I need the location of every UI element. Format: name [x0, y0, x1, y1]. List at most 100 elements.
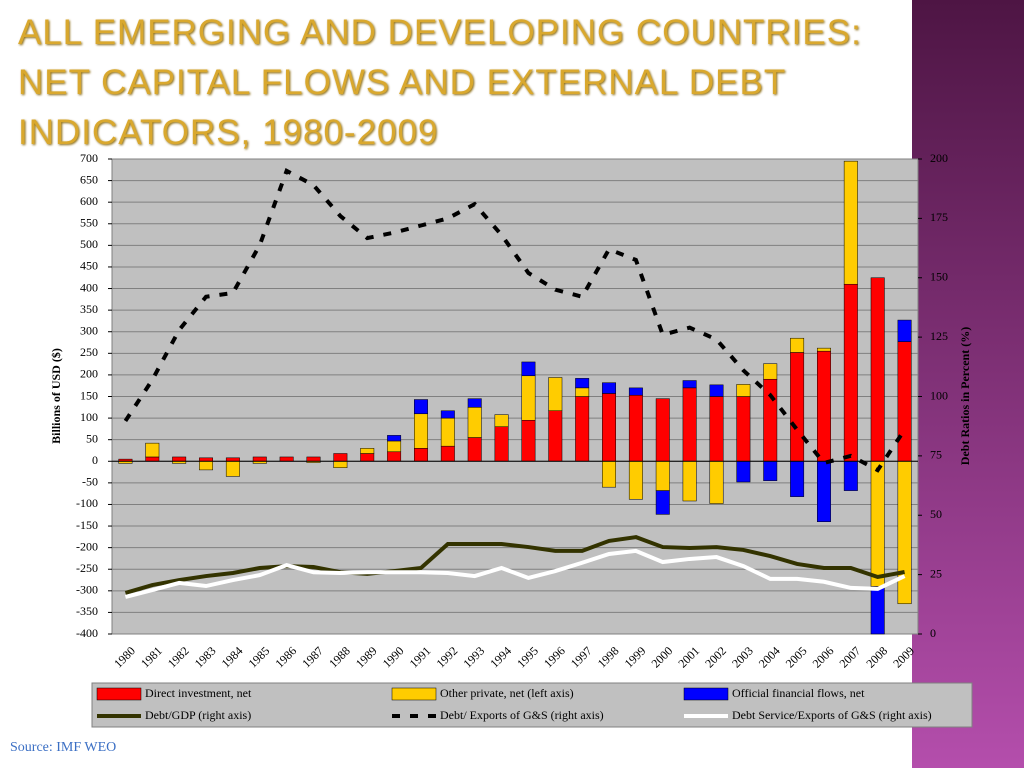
x-tick-label: 2000 — [648, 644, 675, 671]
x-tick-label: 2007 — [837, 644, 864, 671]
bar — [763, 363, 778, 380]
side-panel — [912, 0, 1024, 768]
y2-axis-label: Debt Ratios in Percent (%) — [958, 327, 972, 465]
x-tick-label: 2006 — [810, 644, 837, 671]
y2-tick-label: 100 — [930, 388, 948, 402]
x-tick-label: 1984 — [219, 644, 246, 671]
y-tick-label: 650 — [80, 172, 98, 186]
y-tick-label: 350 — [80, 302, 98, 316]
x-tick-label: 1996 — [541, 644, 568, 671]
x-tick-label: 1993 — [460, 644, 487, 671]
bar — [360, 448, 375, 454]
legend-label: Debt/GDP (right axis) — [145, 708, 251, 722]
x-tick-label: 1985 — [245, 644, 272, 671]
y-tick-label: 450 — [80, 259, 98, 273]
y-tick-label: 0 — [92, 453, 98, 467]
bar — [655, 398, 670, 462]
x-tick-label: 1989 — [353, 644, 380, 671]
bar — [655, 490, 670, 515]
bar — [521, 361, 536, 377]
bar — [225, 461, 240, 477]
y-tick-label: 600 — [80, 194, 98, 208]
y2-tick-label: 0 — [930, 626, 936, 640]
y2-tick-label: 75 — [930, 448, 942, 462]
bar — [817, 347, 831, 352]
x-tick-label: 1986 — [272, 644, 299, 671]
bar — [548, 377, 563, 411]
x-tick-label: 1988 — [326, 644, 353, 671]
bar — [736, 384, 751, 397]
bar — [897, 461, 912, 605]
bar — [387, 435, 402, 442]
bar — [199, 457, 213, 462]
bar — [602, 382, 616, 394]
y-tick-label: 700 — [80, 151, 98, 165]
bar — [440, 410, 455, 419]
bar — [628, 394, 643, 462]
y2-tick-label: 50 — [930, 507, 942, 521]
bar — [897, 319, 912, 342]
bar — [387, 440, 402, 453]
bar — [440, 445, 455, 462]
bar — [494, 426, 509, 462]
bar — [763, 378, 778, 462]
y-tick-label: 100 — [80, 410, 98, 424]
y-tick-label: -50 — [82, 475, 98, 489]
line — [124, 535, 905, 595]
source-note: Source: IMF WEO — [10, 740, 117, 755]
x-tick-label: 1980 — [111, 644, 138, 671]
bar — [333, 461, 348, 469]
y-tick-label: 50 — [86, 431, 98, 445]
bar — [790, 461, 805, 497]
bar — [682, 387, 697, 462]
bar — [763, 461, 778, 481]
bar — [790, 337, 805, 353]
x-tick-label: 2003 — [729, 644, 756, 671]
legend-box — [91, 682, 973, 728]
legend-swatch — [683, 687, 729, 701]
x-tick-label: 1994 — [487, 644, 514, 671]
x-tick-label: 1991 — [407, 644, 434, 671]
bar — [575, 396, 590, 462]
bar — [521, 420, 536, 462]
legend-label: Other private, net (left axis) — [440, 686, 574, 700]
chart-title: ALL EMERGING AND DEVELOPING COUNTRIES: N… — [18, 13, 862, 152]
y2-tick-label: 25 — [930, 566, 942, 580]
bar — [817, 461, 831, 522]
x-tick-label: 2001 — [675, 644, 702, 671]
legend-label: Official financial flows, net — [732, 686, 865, 700]
y2-tick-label: 125 — [930, 329, 948, 343]
bar — [414, 413, 428, 449]
x-tick-label: 2009 — [890, 644, 917, 671]
bar — [414, 448, 428, 462]
y2-tick-label: 150 — [930, 270, 948, 284]
bar — [387, 451, 402, 462]
y-tick-label: 500 — [80, 237, 98, 251]
x-tick-label: 1999 — [622, 644, 649, 671]
bar — [252, 456, 267, 462]
bar — [602, 393, 616, 462]
legend-label: Debt Service/Exports of G&S (right axis) — [732, 708, 932, 722]
y-axis-label: Billions of USD ($) — [49, 348, 63, 444]
bar — [817, 350, 831, 462]
bar — [709, 461, 724, 504]
bar — [467, 407, 482, 438]
y-tick-label: 300 — [80, 323, 98, 337]
y-tick-label: 250 — [80, 345, 98, 359]
y-tick-label: 200 — [80, 367, 98, 381]
x-tick-label: 1997 — [568, 644, 595, 671]
x-tick-label: 2008 — [863, 644, 890, 671]
bar — [602, 461, 616, 488]
line — [124, 548, 906, 599]
y-tick-label: -250 — [76, 561, 98, 575]
x-tick-label: 2004 — [756, 644, 783, 671]
bar — [440, 417, 455, 447]
x-tick-label: 1982 — [165, 644, 192, 671]
y2-tick-label: 200 — [930, 151, 948, 165]
bar — [870, 277, 885, 462]
bar — [467, 398, 482, 408]
y-tick-label: -350 — [76, 604, 98, 618]
bar — [548, 410, 563, 462]
